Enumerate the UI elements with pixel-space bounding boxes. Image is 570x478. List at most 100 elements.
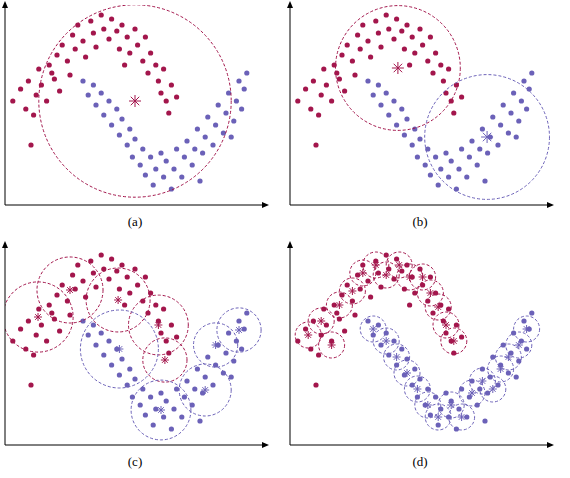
point xyxy=(143,412,148,417)
point xyxy=(352,72,357,77)
cluster xyxy=(326,292,352,318)
cluster-circle xyxy=(308,308,334,334)
cluster xyxy=(373,328,399,354)
point xyxy=(54,292,59,297)
point xyxy=(143,274,148,279)
point xyxy=(135,42,140,47)
point xyxy=(28,382,33,387)
point xyxy=(368,54,373,59)
point xyxy=(490,114,495,119)
point xyxy=(410,142,415,147)
cluster xyxy=(514,316,540,342)
point xyxy=(158,330,163,335)
cluster-circle xyxy=(319,332,345,358)
point xyxy=(83,294,88,299)
plot-area xyxy=(5,252,261,440)
point xyxy=(182,394,187,399)
point xyxy=(151,182,156,187)
point xyxy=(109,16,114,21)
point xyxy=(239,346,244,351)
cluster-circle xyxy=(438,392,464,418)
point xyxy=(93,102,98,107)
point xyxy=(49,70,54,75)
point xyxy=(195,126,200,131)
arrow xyxy=(547,442,554,448)
cluster-circle xyxy=(410,264,436,290)
cluster-center xyxy=(393,353,401,361)
cluster xyxy=(386,252,412,278)
point xyxy=(446,66,451,71)
point xyxy=(316,352,321,357)
cluster xyxy=(433,312,459,338)
point xyxy=(161,414,166,419)
point xyxy=(31,112,36,117)
point xyxy=(456,406,461,411)
point xyxy=(428,34,433,39)
cluster-center xyxy=(335,301,343,309)
cluster xyxy=(143,338,187,382)
point xyxy=(345,282,350,287)
point xyxy=(182,154,187,159)
point xyxy=(391,338,396,343)
point xyxy=(402,132,407,137)
cluster-center xyxy=(515,341,523,349)
point xyxy=(519,98,524,103)
point xyxy=(480,126,485,131)
point xyxy=(192,386,197,391)
point xyxy=(158,90,163,95)
series xyxy=(80,70,249,191)
point xyxy=(495,382,500,387)
cluster-circle xyxy=(386,252,412,278)
point xyxy=(423,162,428,167)
point xyxy=(106,338,111,343)
cluster-center xyxy=(447,401,455,409)
point xyxy=(399,346,404,351)
point xyxy=(65,298,70,303)
cluster xyxy=(417,280,443,306)
point xyxy=(138,162,143,167)
point xyxy=(449,158,454,163)
point xyxy=(524,346,529,351)
point xyxy=(337,76,342,81)
point xyxy=(495,142,500,147)
point xyxy=(23,106,28,111)
cluster-center xyxy=(129,95,141,107)
panel-label: (b) xyxy=(412,214,427,229)
point xyxy=(52,316,57,321)
cluster-center xyxy=(317,317,325,325)
cluster-circle xyxy=(80,310,158,388)
point xyxy=(425,298,430,303)
point xyxy=(337,316,342,321)
point xyxy=(140,58,145,63)
point xyxy=(156,78,161,83)
cluster-center xyxy=(235,326,243,334)
point xyxy=(49,310,54,315)
panel-label: (d) xyxy=(412,454,427,469)
point xyxy=(148,154,153,159)
series xyxy=(10,252,179,387)
point xyxy=(342,88,347,93)
point xyxy=(459,334,464,339)
point xyxy=(195,366,200,371)
point xyxy=(404,116,409,121)
cluster-circle xyxy=(37,257,103,323)
point xyxy=(80,38,85,43)
point xyxy=(485,150,490,155)
point xyxy=(386,26,391,31)
cluster-center xyxy=(34,313,42,321)
point xyxy=(316,112,321,117)
point xyxy=(412,366,417,371)
point xyxy=(34,92,39,97)
cluster-center xyxy=(489,385,497,393)
cluster-center xyxy=(419,273,427,281)
axes xyxy=(2,1,269,208)
point xyxy=(117,372,122,377)
axes xyxy=(2,241,269,448)
point xyxy=(464,174,469,179)
point xyxy=(376,30,381,35)
point xyxy=(109,122,114,127)
point xyxy=(119,116,124,121)
point xyxy=(91,322,96,327)
point xyxy=(384,12,389,17)
point xyxy=(350,298,355,303)
